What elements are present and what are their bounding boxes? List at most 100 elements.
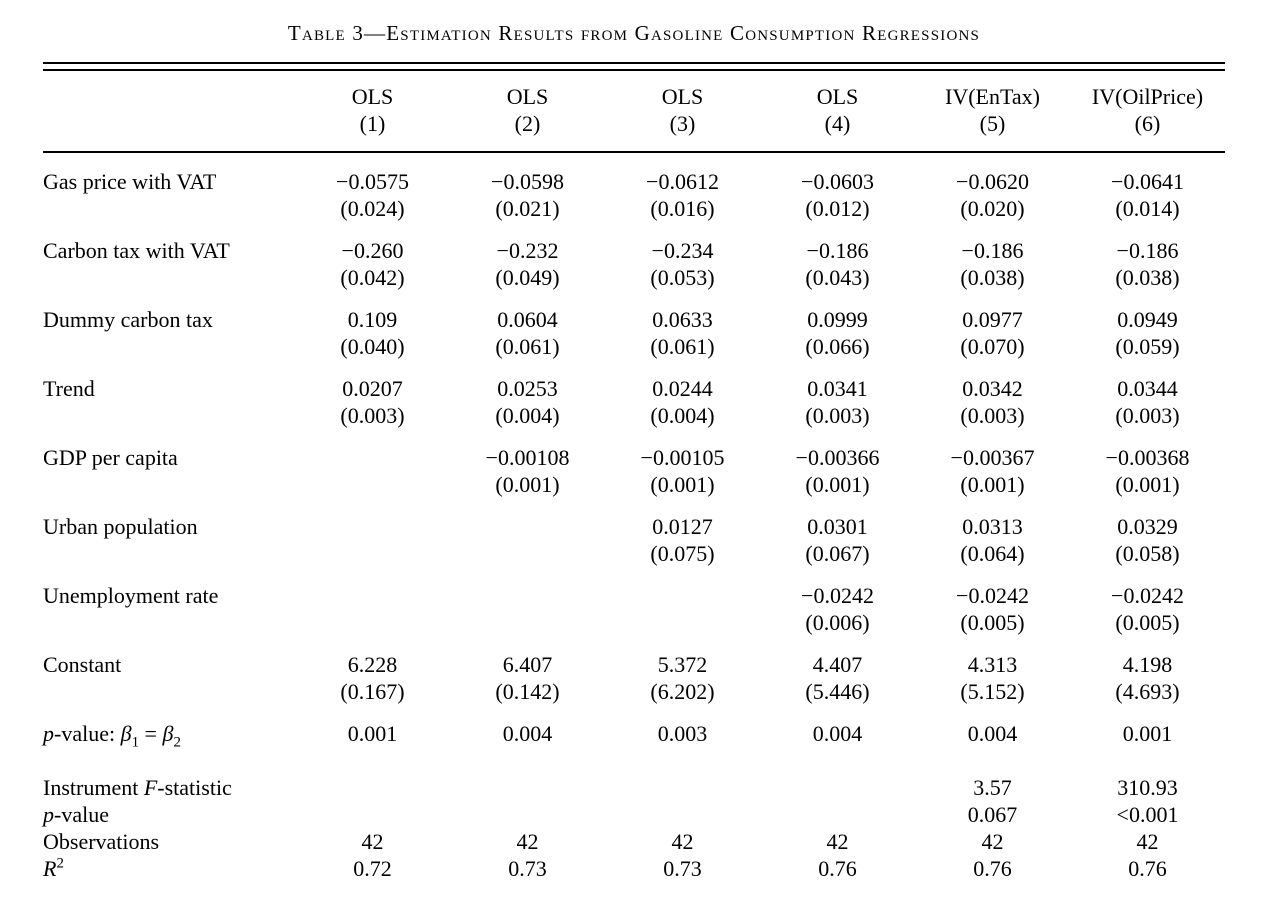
value-cell: 6.407 (0.142) <box>450 651 605 720</box>
value-cell: 0.001 <box>347 721 398 746</box>
estimate-value: −0.00368 <box>1105 445 1190 470</box>
label-segment: β <box>162 721 174 746</box>
value-cell: 0.003 <box>657 721 708 746</box>
value-cell: −0.00366 (0.001) <box>760 444 915 513</box>
value-cell: 0.0999 (0.066) <box>760 306 915 375</box>
std-error-value: (0.014) <box>1115 196 1180 221</box>
estimate-value: 0.0633 <box>652 307 713 332</box>
value-cell: 0.0977 (0.070) <box>915 306 1070 375</box>
header-cell: OLS (3) <box>605 71 760 153</box>
value-cell <box>760 801 915 828</box>
value-cell <box>605 774 760 801</box>
std-error-value: (4.693) <box>1115 679 1180 704</box>
value-cell <box>450 582 605 651</box>
header-model-label: OLS <box>661 84 704 109</box>
estimate-value <box>605 582 760 610</box>
row-label: Urban population <box>43 514 198 539</box>
label-segment: 2 <box>173 734 181 751</box>
pvalue-beta-row: p-value: β1 = β2 0.001 0.004 0.003 0.004 0.00… <box>43 720 1225 774</box>
std-error-value: (0.006) <box>805 610 870 635</box>
value-cell: 6.228 (0.167) <box>295 651 450 720</box>
std-error-value: (0.053) <box>650 265 715 290</box>
header-cell: OLS (1) <box>295 71 450 153</box>
header-cell: OLS (2) <box>450 71 605 153</box>
header-column-number: (1) <box>359 111 386 136</box>
value-cell: 0.0301 (0.067) <box>760 513 915 582</box>
value-cell: −0.186 (0.038) <box>915 237 1070 306</box>
value-cell: 4.407 (5.446) <box>760 651 915 720</box>
header-column-number: (6) <box>1134 111 1161 136</box>
estimate-value: 0.0313 <box>962 514 1023 539</box>
estimate-value: −0.0641 <box>1111 169 1184 194</box>
header-cell: IV(OilPrice) (6) <box>1070 71 1225 153</box>
coefficient-row: Dummy carbon tax 0.109 (0.040) 0.0604 (0.061… <box>43 306 1225 375</box>
value-cell: 4.313 (5.152) <box>915 651 1070 720</box>
std-error-value: (0.004) <box>650 403 715 428</box>
value-cell: 0.0253 (0.004) <box>450 375 605 444</box>
std-error-value: (5.446) <box>805 679 870 704</box>
value-cell: 0.0244 (0.004) <box>605 375 760 444</box>
std-error-value <box>295 610 450 636</box>
estimate-value: −0.0575 <box>336 169 409 194</box>
value-cell: 0.0342 (0.003) <box>915 375 1070 444</box>
std-error-value: (0.003) <box>1115 403 1180 428</box>
estimate-value <box>295 444 450 472</box>
std-error-value: (0.075) <box>650 541 715 566</box>
std-error-value <box>295 472 450 498</box>
estimate-value: −0.0603 <box>801 169 874 194</box>
value-cell: −0.186 (0.038) <box>1070 237 1225 306</box>
coefficient-row: GDP per capita −0.00108 (0.001) −0.00105 (0.… <box>43 444 1225 513</box>
estimate-value: −0.186 <box>1116 238 1179 263</box>
value-cell: 0.001 <box>1122 721 1173 746</box>
label-segment: Instrument <box>43 775 144 800</box>
estimate-value: 0.0253 <box>497 376 558 401</box>
value-cell: 42 <box>826 829 849 854</box>
std-error-value: (0.003) <box>340 403 405 428</box>
value-cell: 0.067 <box>967 802 1018 827</box>
label-segment: = <box>139 721 163 746</box>
value-cell <box>295 513 450 582</box>
value-cell: 0.0344 (0.003) <box>1070 375 1225 444</box>
estimate-value: 0.0244 <box>652 376 713 401</box>
std-error-value: (0.059) <box>1115 334 1180 359</box>
estimate-value: 0.0949 <box>1117 307 1178 332</box>
value-cell: 42 <box>981 829 1004 854</box>
std-error-value: (0.040) <box>340 334 405 359</box>
value-cell: 42 <box>516 829 539 854</box>
estimate-value: −0.232 <box>496 238 559 263</box>
header-column-number: (3) <box>669 111 696 136</box>
header-model-label: IV(OilPrice) <box>1091 84 1204 109</box>
std-error-value: (0.020) <box>960 196 1025 221</box>
std-error-value <box>295 541 450 567</box>
row-label: Constant <box>43 652 122 677</box>
std-error-value: (0.066) <box>805 334 870 359</box>
value-cell: −0.186 (0.043) <box>760 237 915 306</box>
value-cell: 0.73 <box>663 856 702 881</box>
estimate-value: 0.0329 <box>1117 514 1178 539</box>
header-column-number: (2) <box>514 111 541 136</box>
std-error-value: (0.042) <box>340 265 405 290</box>
coefficient-row: Constant 6.228 (0.167) 6.407 (0.142) 5.372 (6.… <box>43 651 1225 720</box>
table-head: OLS (1) OLS (2) OLS (3) OLS (4) IV(EnTax) (5) IV(O… <box>43 71 1225 153</box>
value-cell: −0.234 (0.053) <box>605 237 760 306</box>
value-cell: 0.0341 (0.003) <box>760 375 915 444</box>
std-error-value <box>450 610 605 636</box>
header-spacer-cell <box>43 71 295 153</box>
estimate-value: 4.313 <box>967 652 1018 677</box>
value-cell: 0.76 <box>973 856 1012 881</box>
estimate-value: −0.0242 <box>956 583 1029 608</box>
value-cell <box>450 774 605 801</box>
label-segment: 1 <box>131 734 140 751</box>
header-row: OLS (1) OLS (2) OLS (3) OLS (4) IV(EnTax) (5) IV(O… <box>43 71 1225 153</box>
row-label: Gas price with VAT <box>43 169 217 194</box>
header-cell: IV(EnTax) (5) <box>915 71 1070 153</box>
std-error-value: (0.049) <box>495 265 560 290</box>
value-cell: 0.76 <box>1128 856 1167 881</box>
header-model-label: IV(EnTax) <box>945 84 1040 109</box>
coefficient-row: Trend 0.0207 (0.003) 0.0253 (0.004) 0.0244 (0.… <box>43 375 1225 444</box>
value-cell: −0.260 (0.042) <box>295 237 450 306</box>
estimate-value: 4.198 <box>1122 652 1173 677</box>
std-error-value: (0.061) <box>495 334 560 359</box>
value-cell: 0.0949 (0.059) <box>1070 306 1225 375</box>
value-cell: 42 <box>361 829 384 854</box>
